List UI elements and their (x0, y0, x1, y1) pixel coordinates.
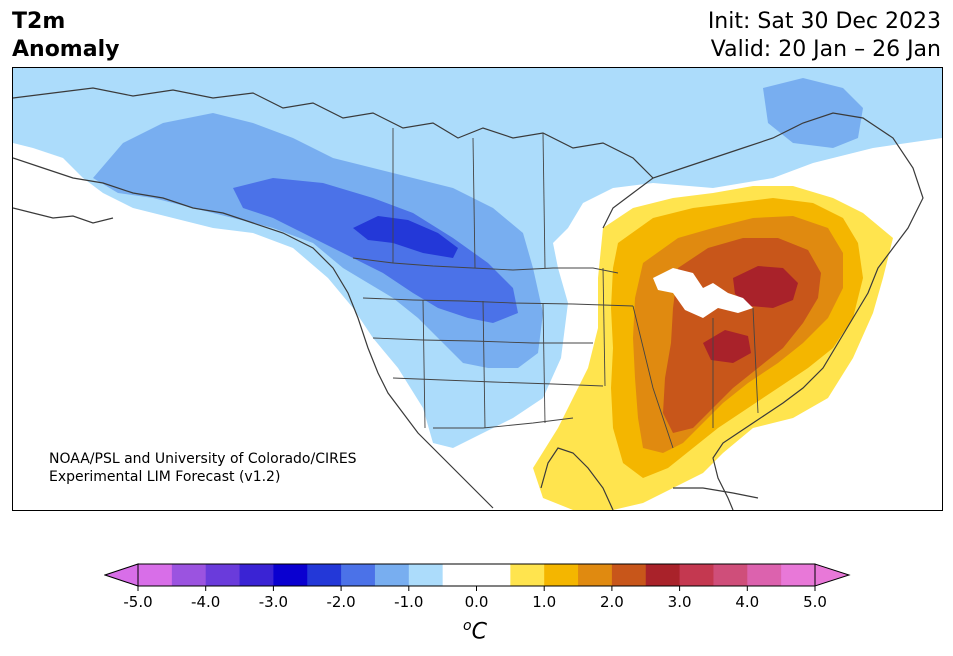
warm-anomaly-core-northeast (733, 266, 798, 308)
colorbar-bin (239, 564, 274, 586)
colorbar-bin (713, 564, 748, 586)
cold-anomaly-core (353, 216, 458, 258)
unit-letter: C (471, 619, 487, 645)
valid-range: Valid: 20 Jan – 26 Jan (710, 37, 941, 62)
colorbar-bin (510, 564, 545, 586)
title-type: Anomaly (12, 37, 120, 62)
colorbar-tick-label: 4.0 (735, 593, 759, 611)
colorbar-tick-label: 1.0 (532, 593, 556, 611)
colorbar-bin (645, 564, 681, 586)
colorbar: -5.0 -4.0 -3.0 -2.0 -1.0 0.0 1.0 2.0 3.0 4.0 5.0 (104, 563, 851, 611)
forecast-dates: Init: Sat 30 Dec 2023 Valid: 20 Jan – 26… (708, 8, 941, 64)
data-credit: NOAA/PSL and University of Colorado/CIRE… (49, 450, 357, 486)
colorbar-unit: oC (463, 618, 487, 644)
colorbar-bin (578, 564, 613, 586)
colorbar-bin (273, 564, 308, 586)
credit-line-2: Experimental LIM Forecast (v1.2) (49, 469, 281, 485)
great-lakes (653, 268, 753, 318)
title-variable: T2m (12, 9, 66, 34)
colorbar-bin (476, 564, 511, 586)
colorbar-tick-label: 2.0 (600, 593, 624, 611)
warm-anomaly-core-appalachia (703, 330, 751, 363)
colorbar-tick-label: 3.0 (668, 593, 692, 611)
colorbar-bin (307, 564, 342, 586)
colorbar-bin (679, 564, 714, 586)
map-canvas (13, 68, 942, 510)
colorbar-bin (781, 564, 816, 586)
colorbar-tick-label: 0.0 (465, 593, 489, 611)
colorbar-bin (442, 564, 477, 586)
colorbar-bin (544, 564, 579, 586)
colorbar-bin (408, 564, 444, 586)
colorbar-tick-label: -4.0 (191, 593, 220, 611)
colorbar-extend-high (814, 563, 851, 587)
colorbar-tick-label: 5.0 (803, 593, 827, 611)
colorbar-bin (341, 564, 376, 586)
coastlines (13, 87, 924, 510)
credit-line-1: NOAA/PSL and University of Colorado/CIRE… (49, 451, 357, 467)
political-borders (352, 128, 759, 449)
map-title: T2m Anomaly (12, 8, 119, 64)
unit-degree: o (463, 618, 472, 634)
colorbar-bin (205, 564, 241, 586)
anomaly-map (12, 67, 943, 511)
colorbar-bin (374, 564, 410, 586)
init-date: Init: Sat 30 Dec 2023 (707, 9, 941, 34)
colorbar-bin (747, 564, 782, 586)
cold-anomaly-strong (233, 178, 518, 323)
colorbar-tick-label: -3.0 (259, 593, 288, 611)
colorbar-bin (171, 564, 207, 586)
colorbar-tick-label: -2.0 (326, 593, 355, 611)
colorbar-bin (611, 564, 647, 586)
colorbar-tick-label: -5.0 (123, 593, 152, 611)
colorbar-bin (138, 564, 173, 586)
colorbar-tick-label: -1.0 (394, 593, 423, 611)
colorbar-extend-low (104, 563, 139, 587)
